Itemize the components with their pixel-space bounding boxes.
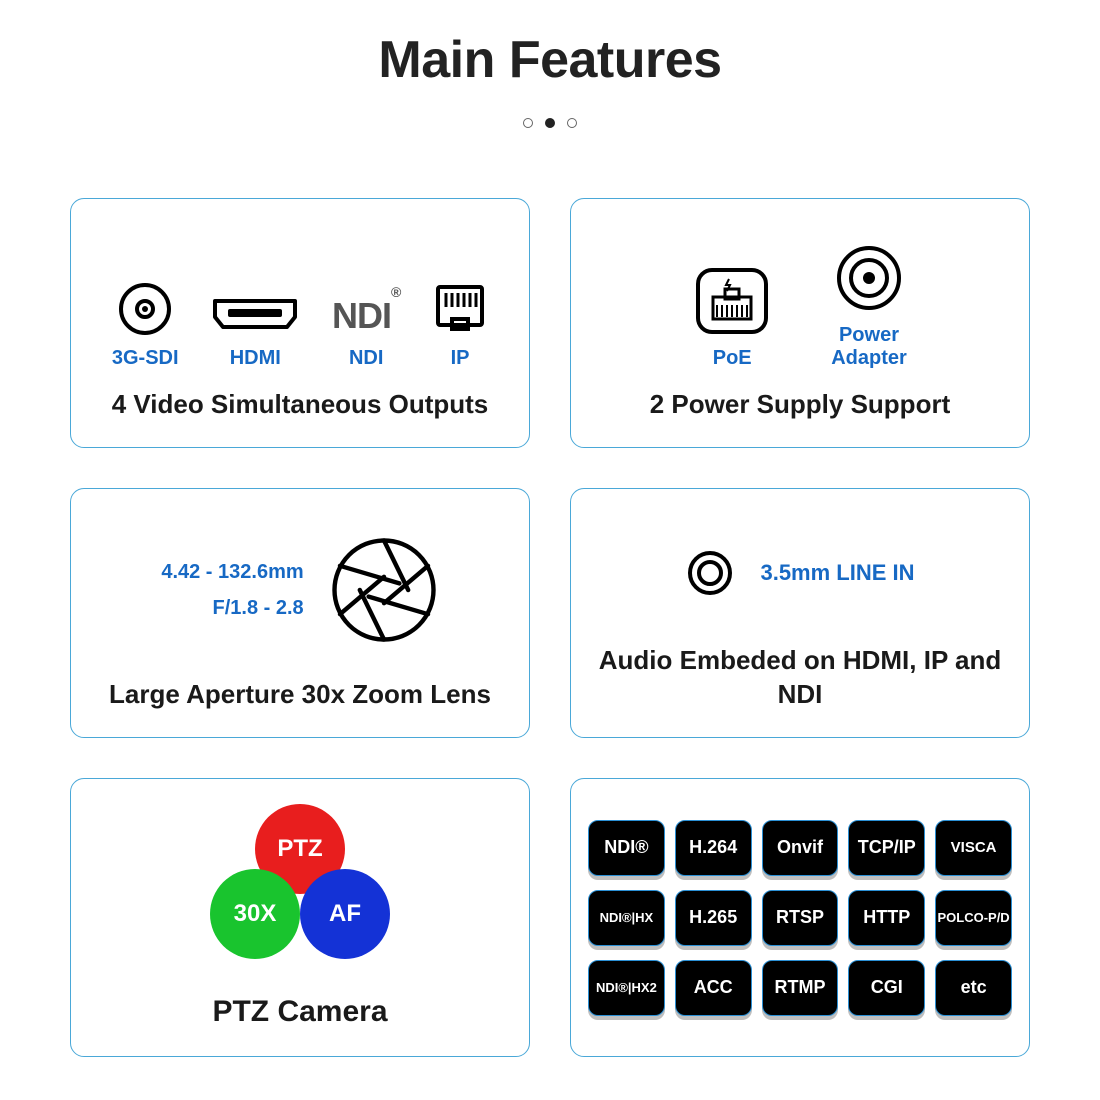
ring-icon — [685, 548, 735, 598]
pager-dot[interactable] — [567, 118, 577, 128]
pager-dots — [70, 118, 1030, 128]
protocol-badge: HTTP — [848, 890, 925, 946]
label-poe: PoE — [713, 347, 752, 370]
page-title: Main Features — [70, 30, 1030, 90]
ndi-logo-icon: NDI® — [332, 295, 400, 337]
ptz-venn: PTZ 30X AF — [200, 804, 400, 974]
card-ptz: PTZ 30X AF PTZ Camera — [70, 778, 530, 1057]
power-icon-row: PoE Power Adapter — [596, 229, 1004, 370]
poe-icon — [693, 265, 771, 337]
label-power-adapter: Power Adapter — [831, 324, 907, 370]
label-sdi: 3G-SDI — [112, 347, 179, 370]
hdmi-icon — [210, 293, 300, 337]
caption-ptz: PTZ Camera — [212, 992, 387, 1031]
card-audio: 3.5mm LINE IN Audio Embeded on HDMI, IP … — [570, 488, 1030, 738]
label-ndi: NDI — [349, 347, 383, 370]
label-ip: IP — [451, 347, 470, 370]
protocol-badge: ACC — [675, 960, 752, 1016]
protocol-badge: etc — [935, 960, 1012, 1016]
protocol-badge: RTSP — [762, 890, 839, 946]
ptz-circle-blue: AF — [300, 869, 390, 959]
protocol-badge: POLCO-P/D — [935, 890, 1012, 946]
sdi-icon — [117, 281, 173, 337]
lens-specs: 4.42 - 132.6mm F/1.8 - 2.8 — [161, 554, 303, 626]
lens-row: 4.42 - 132.6mm F/1.8 - 2.8 — [161, 519, 438, 660]
caption-power: 2 Power Supply Support — [650, 388, 950, 422]
protocol-badge: CGI — [848, 960, 925, 1016]
protocol-badge: NDI®|HX — [588, 890, 665, 946]
caption-lens: Large Aperture 30x Zoom Lens — [109, 678, 491, 712]
protocols-grid: NDI®H.264OnvifTCP/IPVISCA NDI®|HXH.265RTS… — [586, 799, 1014, 1036]
icon-sdi: 3G-SDI — [112, 281, 179, 370]
protocol-badge: NDI® — [588, 820, 665, 876]
icon-ip: IP — [432, 281, 488, 370]
pager-dot[interactable] — [523, 118, 533, 128]
card-lens: 4.42 - 132.6mm F/1.8 - 2.8 Large Apertur… — [70, 488, 530, 738]
protocol-badge: TCP/IP — [848, 820, 925, 876]
aperture-icon — [329, 535, 439, 645]
icon-ndi: NDI® NDI — [332, 295, 400, 370]
caption-video: 4 Video Simultaneous Outputs — [112, 388, 489, 422]
protocol-badge: RTMP — [762, 960, 839, 1016]
pager-dot-active[interactable] — [545, 118, 555, 128]
audio-row: 3.5mm LINE IN — [685, 519, 914, 626]
caption-audio: Audio Embeded on HDMI, IP and NDI — [596, 644, 1004, 712]
card-video-outputs: 3G-SDI HDMI NDI® NDI — [70, 198, 530, 448]
card-power: PoE Power Adapter 2 Power Supply Support — [570, 198, 1030, 448]
icon-hdmi: HDMI — [210, 293, 300, 370]
label-hdmi: HDMI — [230, 347, 281, 370]
feature-grid: 3G-SDI HDMI NDI® NDI — [70, 198, 1030, 1057]
dcjack-icon — [833, 242, 905, 314]
rj45-icon — [432, 281, 488, 337]
label-linein: 3.5mm LINE IN — [760, 560, 914, 586]
protocol-badge: VISCA — [935, 820, 1012, 876]
icon-poe: PoE — [693, 265, 771, 370]
protocol-badge: NDI®|HX2 — [588, 960, 665, 1016]
icon-power-adapter: Power Adapter — [831, 242, 907, 370]
protocol-badge: Onvif — [762, 820, 839, 876]
video-icon-row: 3G-SDI HDMI NDI® NDI — [96, 229, 504, 370]
card-protocols: NDI®H.264OnvifTCP/IPVISCA NDI®|HXH.265RTS… — [570, 778, 1030, 1057]
protocol-badge: H.264 — [675, 820, 752, 876]
protocol-badge: H.265 — [675, 890, 752, 946]
ptz-circle-green: 30X — [210, 869, 300, 959]
